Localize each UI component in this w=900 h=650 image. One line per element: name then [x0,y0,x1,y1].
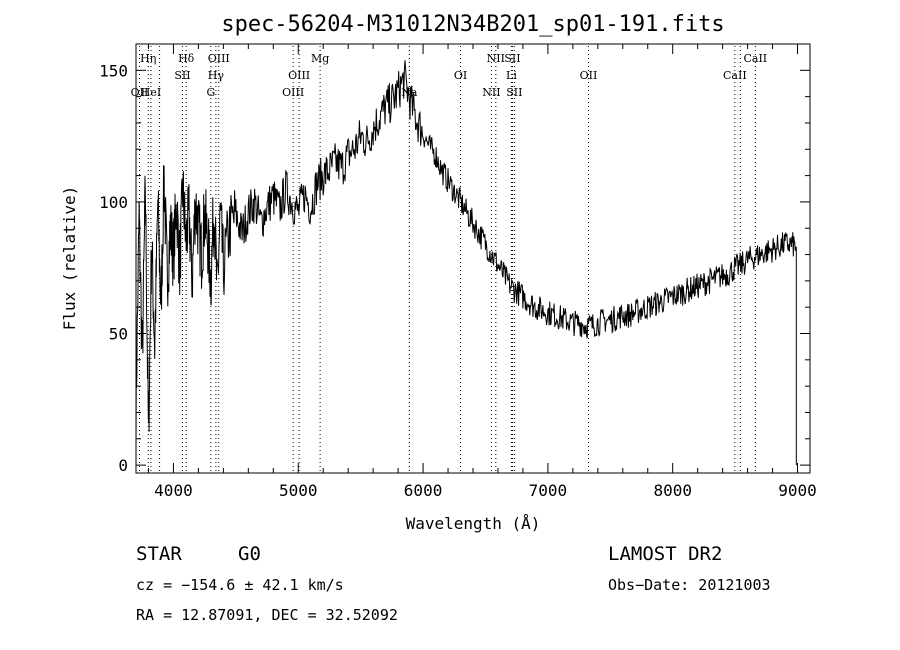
object-subclass: G0 [238,543,261,565]
object-class: STAR [136,543,182,565]
y-tick-label: 150 [99,61,128,80]
axes: 4000 5000 6000 7000 8000 9000 0 50 100 150 [99,43,817,500]
spectral-line-label: Hδ [178,52,195,65]
spectral-line-label: OIII [282,86,304,99]
ra-dec: RA = 12.87091, DEC = 32.52092 [136,606,398,624]
x-tick-label: 4000 [154,481,193,500]
x-tick-label: 8000 [653,481,692,500]
spectrum-series [135,60,797,466]
x-tick-label: 5000 [279,481,318,500]
spectral-line-label: CaII [723,69,747,82]
spectral-line-label: HeI [141,86,161,99]
spectral-line-label: Li [506,69,517,82]
spectral-line-label: OII [131,86,149,99]
y-tick-label: 0 [118,456,128,475]
x-tick-label: 6000 [404,481,443,500]
spectral-line-label: NII [482,86,500,99]
spectral-line-label: NII [487,52,505,65]
redshift-cz: cz = −154.6 ± 42.1 km/s [136,576,344,594]
spectral-line-label: SII [174,69,190,82]
y-tick-label: 100 [99,193,128,212]
y-tick-label: 50 [109,325,128,344]
y-axis-label: Flux (relative) [60,186,79,331]
spectral-line-label: G [206,86,215,99]
spectral-line-label: OI [454,69,467,82]
spectral-line-label: OII [580,69,598,82]
obs-date: Obs−Date: 20121003 [608,576,771,594]
spectral-line-label: OIII [208,52,230,65]
chart-title: spec-56204-M31012N34B201_sp01-191.fits [221,12,724,37]
spectral-line-label: SII [504,52,520,65]
spectral-line-label: OIII [288,69,310,82]
spectral-line-markers: OIIHηHeISIIHδGHγOIIIOIIIOIIIMgNaOINIINII… [131,46,767,473]
survey-name: LAMOST DR2 [608,543,722,565]
spectral-line-label: Hγ [208,69,225,82]
x-tick-label: 7000 [529,481,568,500]
plot-frame [135,43,811,474]
x-tick-label: 9000 [778,481,817,500]
spectral-line-label: SII [506,86,522,99]
spectrum-line [135,60,797,466]
spectral-line-label: Mg [311,52,329,65]
spectral-line-label: CaII [743,52,767,65]
x-axis-label: Wavelength (Å) [406,514,541,533]
spectral-line-label: Hη [140,52,156,65]
